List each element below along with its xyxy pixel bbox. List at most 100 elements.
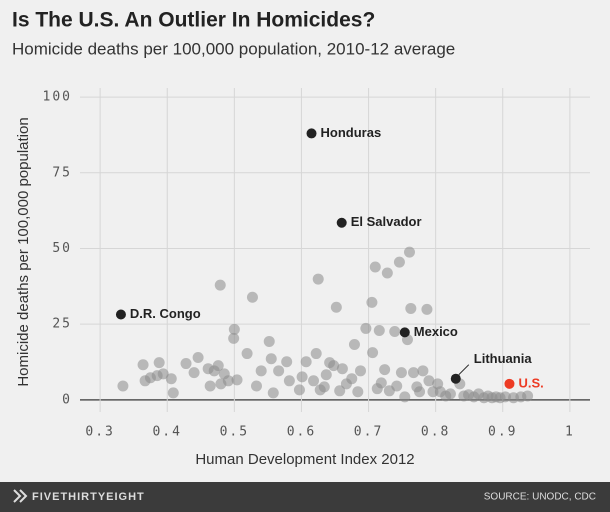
plot: 0 25 50 75 100 0.3 0.4 0.5 0.6 0.7 0.8 0.9 1 Honduras… <box>43 88 590 440</box>
point <box>346 373 358 385</box>
y-tick-label: 75 <box>52 165 72 180</box>
point <box>293 384 305 396</box>
point <box>395 367 407 379</box>
point <box>373 325 385 337</box>
point <box>265 353 277 365</box>
point <box>222 375 234 387</box>
x-axis-label: Human Development Index 2012 <box>195 451 414 468</box>
point <box>308 375 320 387</box>
point <box>391 380 403 392</box>
point <box>296 371 308 383</box>
highlight-label: Mexico <box>414 324 458 339</box>
point <box>379 364 391 376</box>
point <box>399 391 411 403</box>
point <box>180 358 192 370</box>
highlight-label: Honduras <box>321 125 382 140</box>
point <box>320 369 332 381</box>
y-tick-label: 25 <box>52 317 72 332</box>
highlight-point <box>336 217 347 228</box>
footer-brand: FIVETHIRTYEIGHT <box>32 491 145 503</box>
y-tick-label: 100 <box>43 90 72 105</box>
point <box>300 356 312 368</box>
point <box>389 325 401 337</box>
highlight-label: Lithuania <box>474 351 533 366</box>
leader-line <box>458 364 470 376</box>
point <box>204 380 216 392</box>
point <box>393 256 405 268</box>
highlight-point <box>504 378 515 389</box>
logo <box>13 489 28 503</box>
x-tick-label: 0.3 <box>85 425 114 440</box>
point <box>250 380 262 392</box>
x-tick-label: 0.8 <box>421 425 450 440</box>
point <box>355 365 366 377</box>
point <box>246 291 258 303</box>
point <box>403 246 415 258</box>
x-tick-label: 0.7 <box>354 425 383 440</box>
point <box>281 356 293 368</box>
point <box>352 386 364 398</box>
point <box>283 375 295 387</box>
point <box>405 302 417 314</box>
footer-bar <box>0 482 610 512</box>
highlight-point <box>306 128 317 139</box>
point <box>375 377 387 389</box>
highlight-label: U.S. <box>518 375 543 390</box>
x-tick-label: 0.5 <box>220 425 249 440</box>
point <box>330 301 342 313</box>
point <box>231 374 243 386</box>
point <box>414 386 426 398</box>
point <box>137 359 149 371</box>
x-tick-label: 0.4 <box>152 425 181 440</box>
point <box>153 357 165 369</box>
point <box>336 363 348 375</box>
x-tick-label: 0.6 <box>287 425 316 440</box>
highlight-label: D.R. Congo <box>130 306 201 321</box>
highlight-label: El Salvador <box>351 214 422 229</box>
point <box>522 390 534 402</box>
chart-title: Is The U.S. An Outlier In Homicides? <box>12 9 375 32</box>
y-tick-label: 0 <box>62 392 72 407</box>
point <box>167 387 179 399</box>
point <box>348 338 360 350</box>
point <box>310 348 322 360</box>
point <box>366 296 378 308</box>
point <box>417 365 429 377</box>
point <box>423 375 435 387</box>
y-axis-label: Homicide deaths per 100,000 population <box>15 117 32 386</box>
highlight-point <box>115 309 126 320</box>
point <box>157 368 169 380</box>
point <box>328 360 340 372</box>
point <box>241 348 253 360</box>
point <box>228 323 240 335</box>
point <box>444 388 456 400</box>
point <box>263 335 275 347</box>
point <box>192 351 204 363</box>
point <box>117 380 129 392</box>
point <box>312 273 324 285</box>
point <box>255 365 267 377</box>
point <box>421 303 433 315</box>
point <box>267 387 279 399</box>
point <box>318 381 330 393</box>
point <box>165 373 177 385</box>
point <box>188 367 200 379</box>
x-tick-label: 0.9 <box>488 425 517 440</box>
point <box>360 322 372 334</box>
point <box>273 365 285 377</box>
highlight-point <box>450 373 461 384</box>
point <box>367 347 379 359</box>
x-tick-label: 1 <box>565 425 575 440</box>
chart-subtitle: Homicide deaths per 100,000 population, … <box>12 39 455 58</box>
point <box>228 332 240 344</box>
point <box>369 261 381 273</box>
highlight-point <box>399 327 410 338</box>
point <box>214 279 226 291</box>
point <box>408 367 420 379</box>
point <box>334 385 346 397</box>
point <box>212 360 224 372</box>
footer-source: SOURCE: UNODC, CDC <box>484 492 596 503</box>
